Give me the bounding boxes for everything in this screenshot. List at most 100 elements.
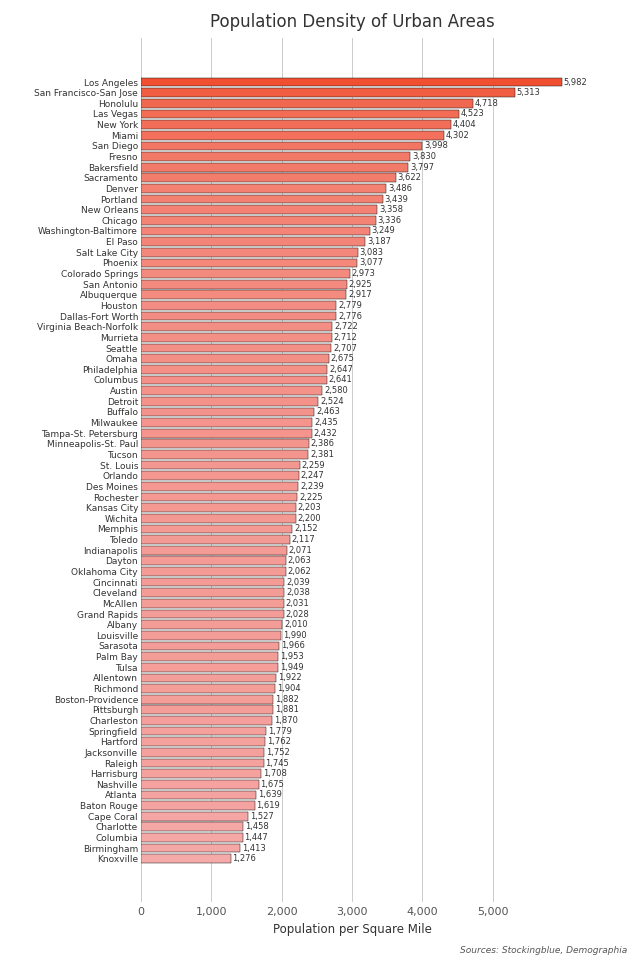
Bar [141, 301, 337, 310]
Text: 2,524: 2,524 [320, 396, 344, 406]
Text: 1,870: 1,870 [274, 716, 298, 725]
Bar [141, 386, 323, 395]
Bar [141, 237, 365, 246]
Text: 1,953: 1,953 [280, 652, 304, 661]
Text: 3,998: 3,998 [424, 141, 448, 151]
Text: 1,990: 1,990 [283, 631, 307, 639]
Text: 1,619: 1,619 [257, 801, 280, 810]
Text: 2,925: 2,925 [349, 279, 372, 289]
Bar [141, 588, 284, 597]
Bar [141, 695, 273, 704]
Bar [141, 429, 312, 438]
Text: 1,708: 1,708 [263, 769, 287, 779]
Text: 2,973: 2,973 [352, 269, 376, 278]
Bar [141, 419, 312, 427]
Text: 2,707: 2,707 [333, 344, 357, 352]
Text: 3,797: 3,797 [410, 162, 434, 172]
Bar [141, 291, 346, 300]
Bar [141, 737, 265, 746]
Text: 2,647: 2,647 [329, 365, 353, 373]
Bar [141, 471, 299, 480]
Text: 2,386: 2,386 [310, 440, 335, 448]
Bar [141, 174, 396, 182]
Text: 2,712: 2,712 [333, 333, 357, 342]
Text: 2,117: 2,117 [292, 535, 316, 544]
Bar [141, 396, 319, 406]
Bar [141, 141, 422, 150]
Text: 3,077: 3,077 [359, 258, 383, 268]
Text: 1,752: 1,752 [266, 748, 290, 756]
Text: 3,187: 3,187 [367, 237, 391, 246]
Bar [141, 546, 287, 555]
Bar [141, 365, 327, 373]
Bar [141, 78, 562, 86]
Bar [141, 514, 296, 522]
Bar [141, 205, 377, 214]
Bar [141, 354, 329, 363]
Text: 2,722: 2,722 [334, 323, 358, 331]
Bar [141, 312, 336, 321]
Text: 1,762: 1,762 [267, 737, 291, 746]
Bar [141, 461, 300, 469]
Bar [141, 854, 230, 863]
Text: 2,675: 2,675 [331, 354, 355, 363]
Text: 2,152: 2,152 [294, 524, 317, 534]
Bar [141, 269, 350, 278]
Bar [141, 375, 327, 384]
Text: 1,675: 1,675 [260, 780, 284, 789]
Bar [141, 620, 282, 629]
Text: 2,038: 2,038 [286, 588, 310, 597]
Text: 1,639: 1,639 [258, 790, 282, 800]
Text: 2,463: 2,463 [316, 407, 340, 417]
Bar [141, 780, 259, 789]
Text: 1,447: 1,447 [244, 833, 268, 842]
Text: 2,776: 2,776 [338, 312, 362, 321]
Bar [141, 184, 386, 193]
Bar [141, 407, 314, 417]
Text: 2,031: 2,031 [285, 599, 309, 608]
Bar [141, 323, 332, 331]
Bar [141, 758, 264, 767]
Text: 4,523: 4,523 [461, 109, 484, 118]
Bar [141, 440, 308, 448]
Text: 2,435: 2,435 [314, 418, 338, 427]
Bar [141, 578, 284, 587]
Bar [141, 727, 266, 735]
Bar [141, 120, 451, 129]
Bar [141, 152, 410, 161]
Bar [141, 652, 278, 661]
Text: 2,039: 2,039 [286, 578, 310, 587]
Bar [141, 802, 255, 810]
Bar [141, 195, 383, 204]
X-axis label: Population per Square Mile: Population per Square Mile [273, 923, 431, 936]
Bar [141, 131, 444, 139]
Text: 1,904: 1,904 [276, 684, 300, 693]
Bar [141, 610, 284, 618]
Text: 2,010: 2,010 [284, 620, 308, 629]
Bar [141, 716, 273, 725]
Text: 1,276: 1,276 [232, 854, 256, 863]
Bar [141, 833, 243, 842]
Text: 3,830: 3,830 [412, 152, 436, 161]
Bar [141, 674, 276, 683]
Text: 2,917: 2,917 [348, 290, 372, 300]
Text: 2,071: 2,071 [289, 545, 312, 555]
Bar [141, 706, 273, 714]
Text: 2,062: 2,062 [288, 567, 312, 576]
Bar [141, 227, 369, 235]
Bar [141, 109, 460, 118]
Text: 1,949: 1,949 [280, 662, 303, 672]
Bar [141, 823, 243, 831]
Text: 1,881: 1,881 [275, 706, 299, 714]
Text: 4,404: 4,404 [452, 120, 476, 129]
Bar [141, 258, 357, 267]
Text: 2,641: 2,641 [328, 375, 352, 384]
Text: 1,966: 1,966 [281, 641, 305, 651]
Text: 4,718: 4,718 [475, 99, 499, 108]
Bar [141, 844, 240, 852]
Text: 3,622: 3,622 [397, 174, 421, 182]
Text: 1,882: 1,882 [275, 695, 299, 704]
Bar [141, 279, 347, 289]
Bar [141, 482, 298, 491]
Bar [141, 450, 308, 459]
